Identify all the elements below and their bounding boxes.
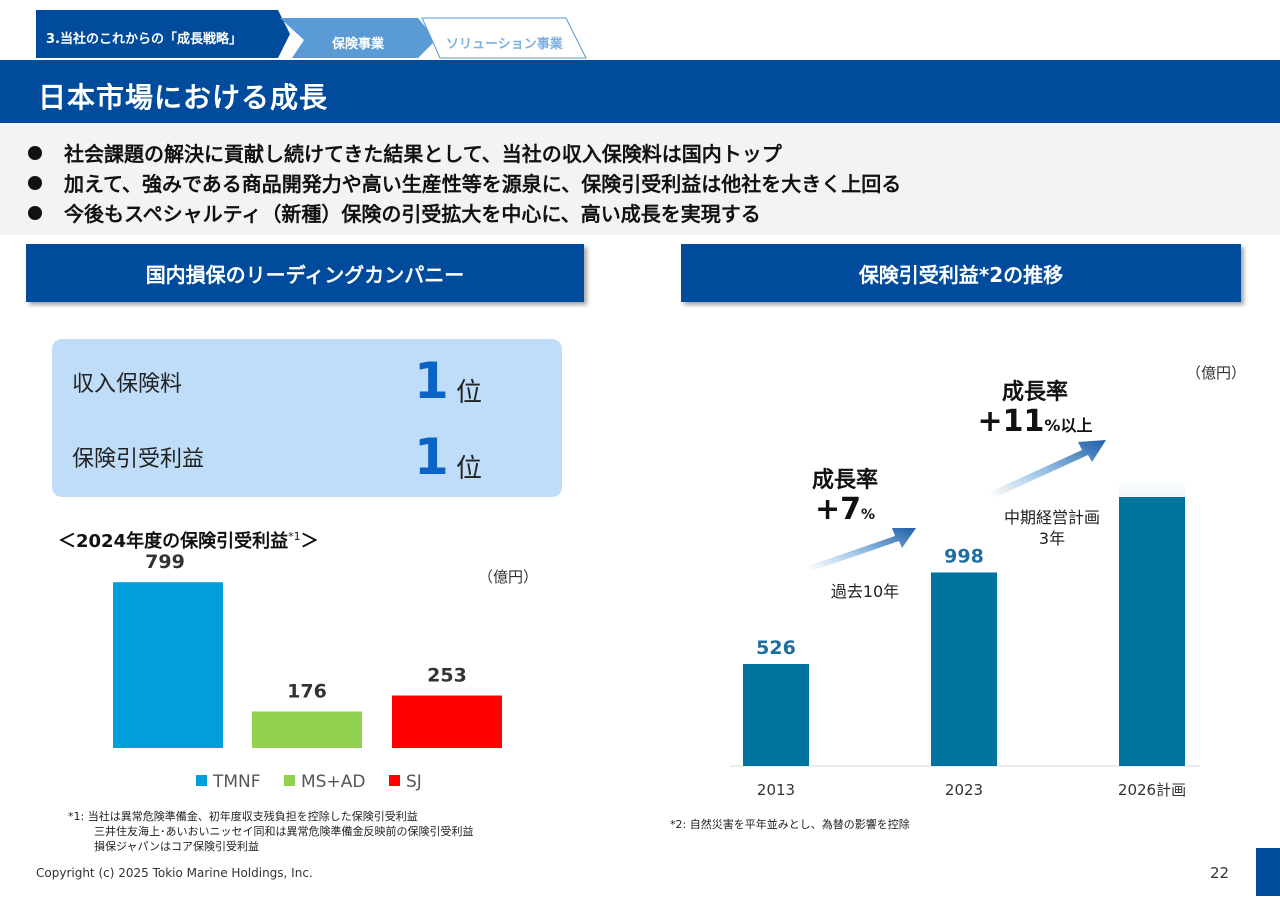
growth-value-2: +11%以上 [977,404,1093,439]
ranking-box [52,339,562,497]
left-chart-title: ＜2024年度の保険引受利益*1＞ [58,530,319,552]
bullet-dot-icon [28,176,42,190]
ranking-label-underwriting: 保険引受利益 [72,447,205,472]
growth-label-2: 成長率 [1001,380,1068,405]
bar-value-label: 253 [427,665,467,687]
footnote-1-line2: 三井住友海上･あいおいニッセイ同和は異常危険準備金反映前の保険引受利益 [94,825,474,838]
ranking-number-premium: 1 [414,352,449,410]
legend-msad: MS+AD [284,772,365,792]
growth-arrow-2-icon [990,440,1106,498]
right-section-header: 保険引受利益*2の推移 [681,244,1241,302]
bar-2023 [931,572,997,766]
breadcrumb-tab2-shape [421,17,587,59]
growth-value-1: +7% [814,492,876,527]
bar-value-label: 998 [944,545,984,567]
growth-note-2-line2: 3年 [1038,529,1066,548]
bar-plan-body [1119,497,1185,766]
left-bar-chart: 799 176 253 [113,551,502,748]
bar-value-label: 799 [145,551,185,573]
bar-sj [392,695,502,748]
growth-note-2-line1: 中期経営計画 [1003,508,1100,527]
bar-value-label: 176 [287,680,327,702]
growth-arrow-1-icon [808,528,916,571]
ranking-label-premium: 収入保険料 [72,372,183,397]
breadcrumb-tabs [36,10,587,59]
bullet-item: 加えて、強みである商品開発力や高い生産性等を源泉に、保険引受利益は他社を大きく上… [28,168,901,197]
page-number: 22 [1210,864,1230,882]
breadcrumb-section: 3.当社のこれからの「成長戦略」 [46,32,242,47]
footnote-1: *1: 当社は異常危険準備金、初年度収支残負担を控除した保険引受利益 [68,810,418,823]
bar-value-label: 526 [756,637,796,659]
breadcrumb-tab1-shape [280,18,436,58]
bar-tmnf [113,582,223,748]
breadcrumb-section-shape [36,10,290,58]
growth-label-1: 成長率 [811,468,878,493]
right-chart-unit: （億円） [1186,364,1247,382]
legend-tmnf: TMNF [196,772,261,792]
bullet-item: 今後もスペシャルティ（新種）保険の引受拡大を中心に、高い成長を実現する [28,198,761,227]
tab-solution-business[interactable]: ソリューション事業 [446,37,563,52]
bullet-dot-icon [28,206,42,220]
title-bar [0,60,1280,123]
legend-sj-swatch [389,775,400,786]
x-tick-label: 2013 [757,781,795,799]
legend-msad-swatch [284,775,295,786]
ranking-number-underwriting: 1 [414,428,449,486]
x-tick-label: 2023 [945,781,983,799]
footnote-1-line3: 損保ジャパンはコア保険引受利益 [94,840,259,853]
left-chart-unit: （億円） [478,568,539,586]
tab-insurance-business[interactable]: 保険事業 [332,37,385,52]
x-tick-label: 2026計画 [1118,781,1186,799]
growth-note-1: 過去10年 [830,582,900,601]
ranking-unit-underwriting: 位 [456,454,483,484]
bar-2013 [743,664,809,766]
left-section-header: 国内損保のリーディングカンパニー [26,244,584,302]
footnote-2: *2: 自然災害を平年並みとし、為替の影響を控除 [670,818,910,831]
copyright: Copyright (c) 2025 Tokio Marine Holdings… [36,866,313,880]
corner-accent [1256,848,1280,896]
legend-sj: SJ [389,772,422,792]
bullet-dot-icon [28,146,42,160]
legend-tmnf-swatch [196,775,207,786]
right-bar-chart: 526 2013 998 2023 2026計画 [730,440,1200,799]
page-title: 日本市場における成長 [38,81,329,114]
ranking-unit-premium: 位 [456,378,483,408]
bullet-item: 社会課題の解決に貢献し続けてきた結果として、当社の収入保険料は国内トップ [28,138,782,167]
bar-msad [252,711,362,748]
summary-bullets [0,123,1280,235]
